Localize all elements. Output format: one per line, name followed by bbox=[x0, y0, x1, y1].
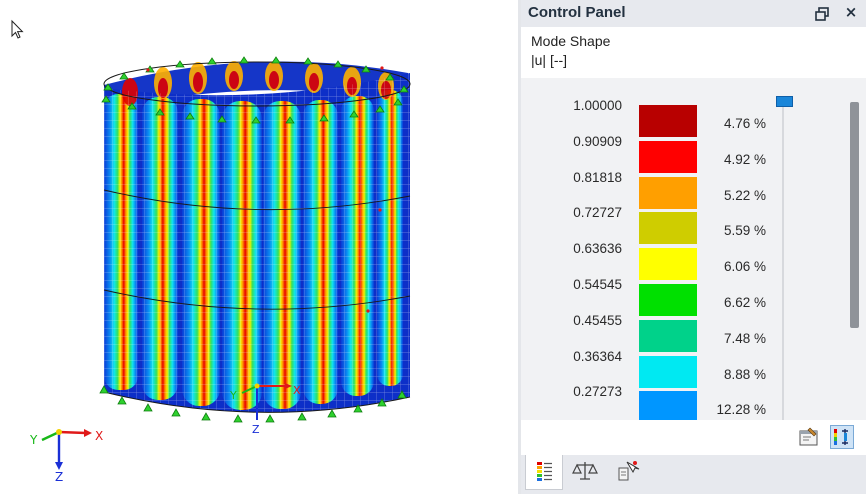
restore-window-icon[interactable] bbox=[815, 6, 829, 21]
legend-toolbar bbox=[521, 420, 866, 454]
legend-value: 0.54545 bbox=[573, 277, 622, 292]
cylinder-model[interactable] bbox=[99, 56, 411, 423]
legend-color-swatch bbox=[639, 284, 697, 316]
panel-splitter[interactable] bbox=[518, 0, 521, 494]
legend-percentage: 6.62 % bbox=[723, 295, 766, 310]
panel-header: Control Panel × bbox=[521, 0, 866, 27]
legend-tab[interactable] bbox=[525, 455, 563, 490]
panel-tabs bbox=[521, 455, 866, 494]
legend-value: 0.81818 bbox=[573, 169, 622, 185]
model-axis-triad: X Y Z bbox=[229, 383, 301, 436]
legend-value: 1.00000 bbox=[573, 98, 622, 113]
axis-z-label: Z bbox=[55, 470, 63, 484]
legend-percentage: 5.59 % bbox=[723, 223, 766, 239]
global-axis-triad: X Y Z bbox=[29, 429, 103, 484]
legend-percentage: 4.76 % bbox=[723, 116, 766, 131]
legend-percentage: 7.48 % bbox=[723, 330, 766, 346]
legend-color-swatch bbox=[639, 391, 697, 420]
legend-percentage: 6.06 % bbox=[723, 259, 766, 275]
select-filter-icon bbox=[618, 461, 640, 481]
mouse-cursor-icon bbox=[11, 19, 24, 39]
legend-color-swatch bbox=[639, 212, 697, 245]
model-axis-y-label: Y bbox=[229, 389, 237, 402]
legend-value: 0.63636 bbox=[573, 241, 622, 257]
filter-tab[interactable] bbox=[609, 455, 647, 489]
legend-value: 0.45455 bbox=[573, 312, 622, 328]
balance-tab[interactable] bbox=[567, 455, 605, 489]
color-legend-icon bbox=[537, 462, 552, 481]
legend-value: 0.72727 bbox=[573, 205, 622, 221]
control-panel: Control Panel × Mode Shape |u| [--] 1.00… bbox=[521, 0, 866, 494]
panel-title: Control Panel bbox=[528, 4, 626, 21]
model-axis-x-label: X bbox=[293, 384, 301, 397]
legend-scrollbar[interactable] bbox=[850, 102, 859, 328]
model-axis-z-label: Z bbox=[252, 423, 260, 436]
model-canvas[interactable]: X Y Z X Y Z bbox=[0, 0, 518, 494]
close-button[interactable]: × bbox=[844, 3, 858, 21]
legend-slider-thumb[interactable] bbox=[776, 96, 793, 107]
legend-percentage: 8.88 % bbox=[723, 366, 766, 382]
axis-y-label: Y bbox=[29, 433, 38, 447]
color-scale-icon[interactable] bbox=[830, 425, 854, 449]
legend-color-swatch bbox=[639, 319, 697, 352]
legend-color-swatch bbox=[639, 248, 697, 281]
legend-settings-icon[interactable] bbox=[797, 425, 821, 449]
color-legend: 1.00000 0.90909 0.81818 0.72727 0.63636 0.545… bbox=[521, 78, 866, 420]
legend-color-swatch bbox=[639, 176, 697, 209]
legend-slider-track[interactable] bbox=[782, 96, 784, 420]
legend-color-swatch bbox=[639, 105, 697, 137]
legend-color-swatch bbox=[639, 355, 697, 388]
result-unit-label: |u| [--] bbox=[531, 52, 568, 68]
model-viewport[interactable]: X Y Z X Y Z bbox=[0, 0, 518, 494]
legend-value: 0.27273 bbox=[573, 384, 622, 400]
legend-color-swatch bbox=[639, 140, 697, 173]
legend-percentage: 12.28 % bbox=[716, 402, 766, 418]
axis-x-label: X bbox=[95, 429, 103, 443]
legend-value: 0.36364 bbox=[573, 348, 622, 364]
legend-percentage: 5.22 % bbox=[723, 187, 766, 203]
support-nodes-bottom bbox=[99, 385, 407, 423]
scales-icon bbox=[572, 462, 598, 480]
legend-value: 0.90909 bbox=[573, 133, 622, 149]
legend-percentage: 4.92 % bbox=[723, 151, 766, 167]
result-type-label: Mode Shape bbox=[531, 33, 611, 49]
